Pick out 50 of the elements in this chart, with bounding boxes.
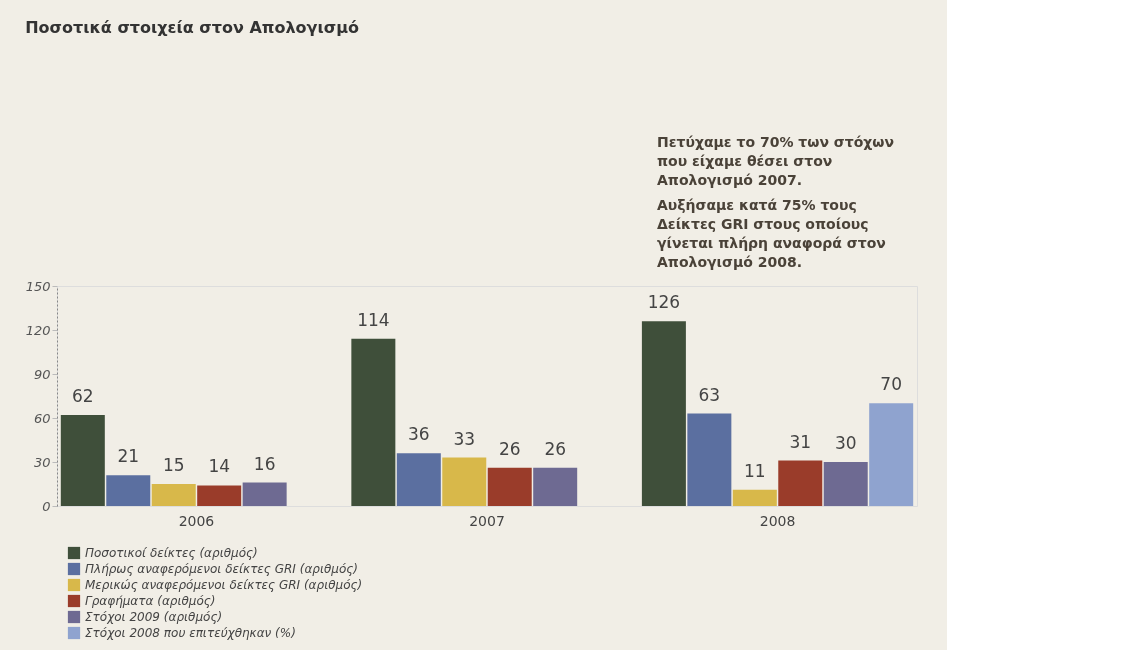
bar xyxy=(533,467,578,506)
bar xyxy=(197,485,242,506)
data-label: 14 xyxy=(208,456,231,477)
bar xyxy=(351,338,396,506)
x-tick-label: 2006 xyxy=(178,512,215,529)
bar xyxy=(242,482,287,506)
x-tick-label: 2008 xyxy=(759,512,796,529)
bar xyxy=(687,413,732,506)
data-label: 126 xyxy=(647,292,681,313)
bar xyxy=(823,462,868,506)
text: Αυξήσαμε κατά 75% τους Δείκτες GRI στους οποίους γίνεται πλήρη αναφορά στον Απολογισμό 2008. xyxy=(657,197,886,270)
data-label: 16 xyxy=(253,453,276,474)
x-tick-label: 2007 xyxy=(469,512,505,529)
bar xyxy=(641,321,686,506)
legend-label: Γραφήματα (αριθμός) xyxy=(85,594,216,608)
y-tick-label: 0 xyxy=(42,498,51,514)
data-label: 30 xyxy=(834,433,857,453)
bar xyxy=(442,457,487,506)
bar xyxy=(396,453,441,506)
legend-label: Πλήρως αναφερόμενοι δείκτες GRI (αριθμός) xyxy=(85,562,359,576)
data-label: 26 xyxy=(498,438,521,459)
data-label: 62 xyxy=(71,386,94,407)
data-label: 36 xyxy=(407,424,430,445)
bar xyxy=(151,484,196,506)
legend-label: Στόχοι 2008 που επιτεύχθηκαν (%) xyxy=(85,626,296,640)
legend-label: Ποσοτικοί δείκτες (αριθμός) xyxy=(85,546,258,560)
y-tick-label: 60 xyxy=(33,410,51,426)
legend-label: Στόχοι 2009 (αριθμός) xyxy=(85,610,223,624)
bar xyxy=(778,460,823,506)
bar xyxy=(732,489,777,506)
data-label: 21 xyxy=(117,446,140,467)
data-label: 33 xyxy=(453,428,476,449)
y-tick-label: 150 xyxy=(25,278,51,294)
data-label: 70 xyxy=(880,374,903,395)
bar xyxy=(106,475,151,506)
bar xyxy=(869,403,914,506)
y-tick-label: 30 xyxy=(33,454,51,470)
text: Πετύχαμε το 70% των στόχων που είχαμε θέσει στον Απολογισμό 2007. xyxy=(657,134,895,188)
chart-title: Ποσοτικά στοιχεία στον Απολογισμό xyxy=(25,18,359,37)
data-label: 15 xyxy=(162,455,185,475)
data-label: 11 xyxy=(743,460,766,481)
bar xyxy=(487,467,532,506)
data-label: 31 xyxy=(789,431,812,452)
data-label: 63 xyxy=(698,384,721,405)
data-label: 26 xyxy=(544,438,567,459)
legend-label: Μερικώς αναφερόμενοι δείκτες GRI (αριθμός) xyxy=(85,578,363,592)
bar xyxy=(60,415,105,506)
y-tick-label: 90 xyxy=(33,366,51,382)
y-tick-label: 120 xyxy=(25,322,51,338)
data-label: 114 xyxy=(357,309,390,330)
